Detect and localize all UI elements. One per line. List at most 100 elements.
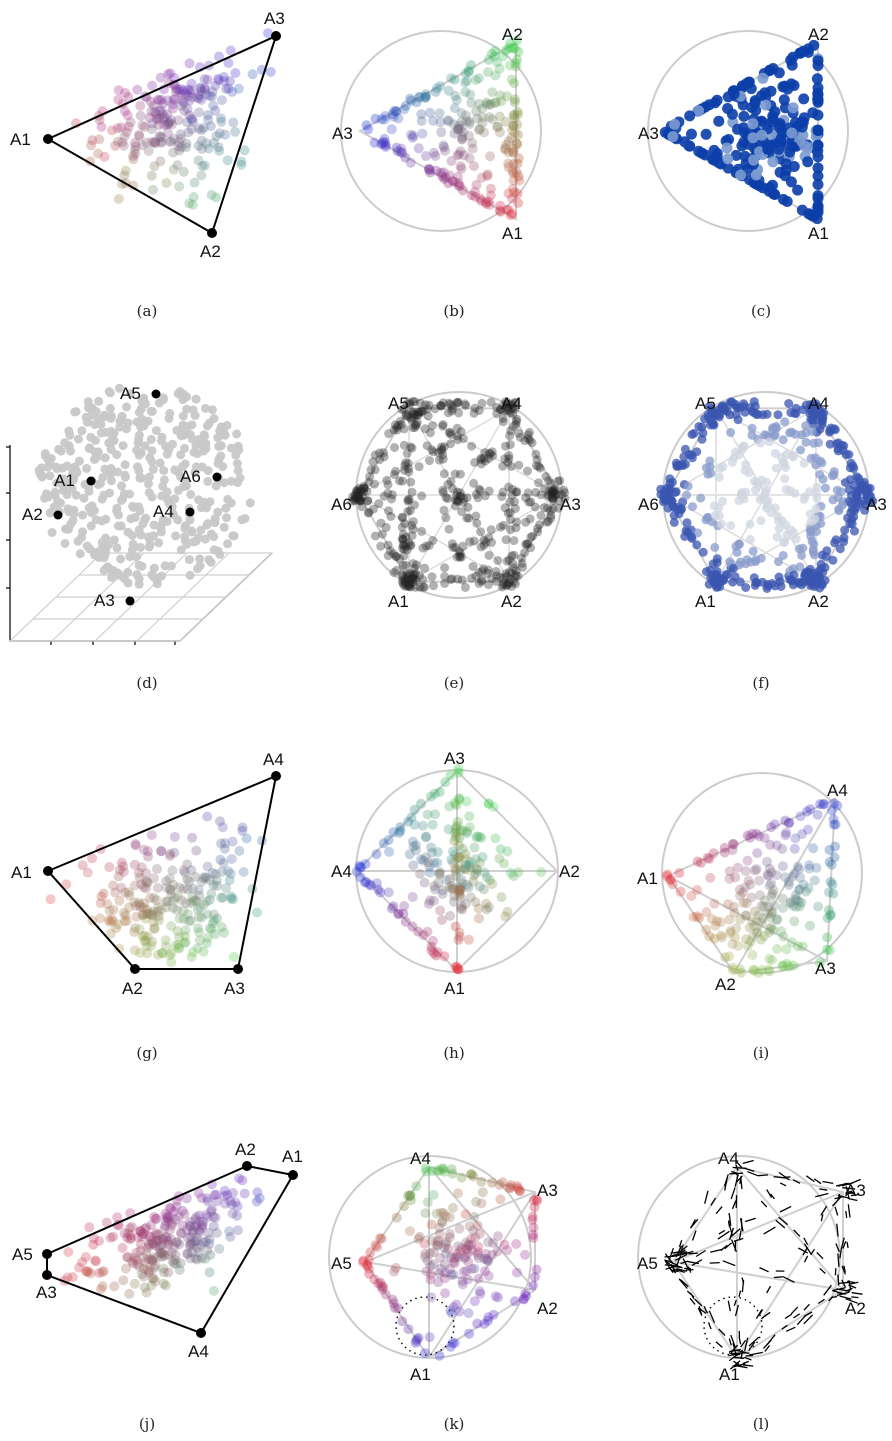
data-point [774,557,783,567]
data-point [144,542,154,552]
data-point [423,411,433,421]
data-point [812,179,824,190]
data-point [499,858,509,869]
data-point [444,882,455,893]
data-point [182,104,193,114]
data-point [204,1234,215,1245]
data-point [496,522,505,532]
data-point [85,1268,96,1279]
data-point [216,441,226,451]
data-point [468,562,478,571]
data-point [440,172,451,183]
data-point [202,1196,213,1207]
data-point [91,436,100,445]
data-point [812,809,823,820]
data-point [411,575,421,585]
data-point [399,551,409,561]
data-point [189,1221,200,1232]
data-point [161,882,172,893]
data-point [233,83,244,94]
anchor-label-a4: A4 [331,862,352,881]
data-point [536,490,546,500]
data-point [193,123,204,134]
data-point [503,188,514,199]
anchor-label-a3: A3 [866,495,887,514]
data-point [164,1202,175,1213]
data-point [460,87,471,97]
data-point [747,423,757,433]
data-point [155,132,166,143]
data-point [827,879,838,890]
displacement-arrow [778,1171,790,1181]
displacement-arrow [732,1166,747,1169]
data-point [438,167,449,178]
data-point [446,476,456,486]
data-point [167,896,178,907]
data-point [363,1254,374,1265]
data-point [488,801,499,812]
data-point [444,1264,455,1275]
data-point [118,861,129,872]
data-point [511,570,521,580]
data-point [486,48,497,59]
data-point [420,89,431,100]
data-point [174,913,185,924]
data-point [454,1251,464,1262]
data-point [503,162,514,173]
data-point [125,117,136,128]
data-point [711,916,722,927]
data-point [543,516,553,526]
data-point [709,933,720,944]
data-point [168,94,179,105]
data-point [487,447,497,457]
panel-j-anchors [42,1161,298,1338]
data-point [803,883,814,893]
data-point [398,476,407,486]
data-point [819,799,830,809]
data-point [444,801,455,812]
data-point [405,398,415,407]
data-point [232,459,242,469]
data-point [113,871,124,882]
data-point [481,898,492,909]
data-point [509,187,520,198]
data-point [771,421,781,431]
data-point [768,924,779,935]
data-point [433,1235,444,1246]
data-point [850,506,859,516]
data-point [446,439,455,449]
data-point [400,576,410,586]
data-point [495,200,506,211]
data-point [390,420,400,430]
data-point [481,1253,492,1264]
data-point [153,120,164,131]
data-point [458,127,469,138]
data-point [829,852,840,863]
data-point [161,1216,171,1227]
data-point [157,1234,168,1245]
data-point [427,819,438,830]
data-point [466,60,476,71]
data-point [141,137,152,148]
data-point [116,882,127,893]
data-point [456,116,467,127]
data-point [397,577,407,587]
data-point [458,498,468,507]
data-point [474,913,484,924]
data-point [150,138,161,149]
data-point [225,76,235,87]
data-point [162,109,173,120]
data-point [120,460,130,470]
data-point [211,131,222,142]
data-point [692,885,703,895]
data-point [390,1262,401,1273]
data-point [138,1271,149,1282]
data-point [470,403,480,413]
data-point [407,520,417,530]
data-point [397,569,407,579]
data-point [203,143,214,154]
data-point [505,440,515,450]
data-point [218,858,229,868]
data-point [698,547,708,557]
data-point [708,848,719,859]
